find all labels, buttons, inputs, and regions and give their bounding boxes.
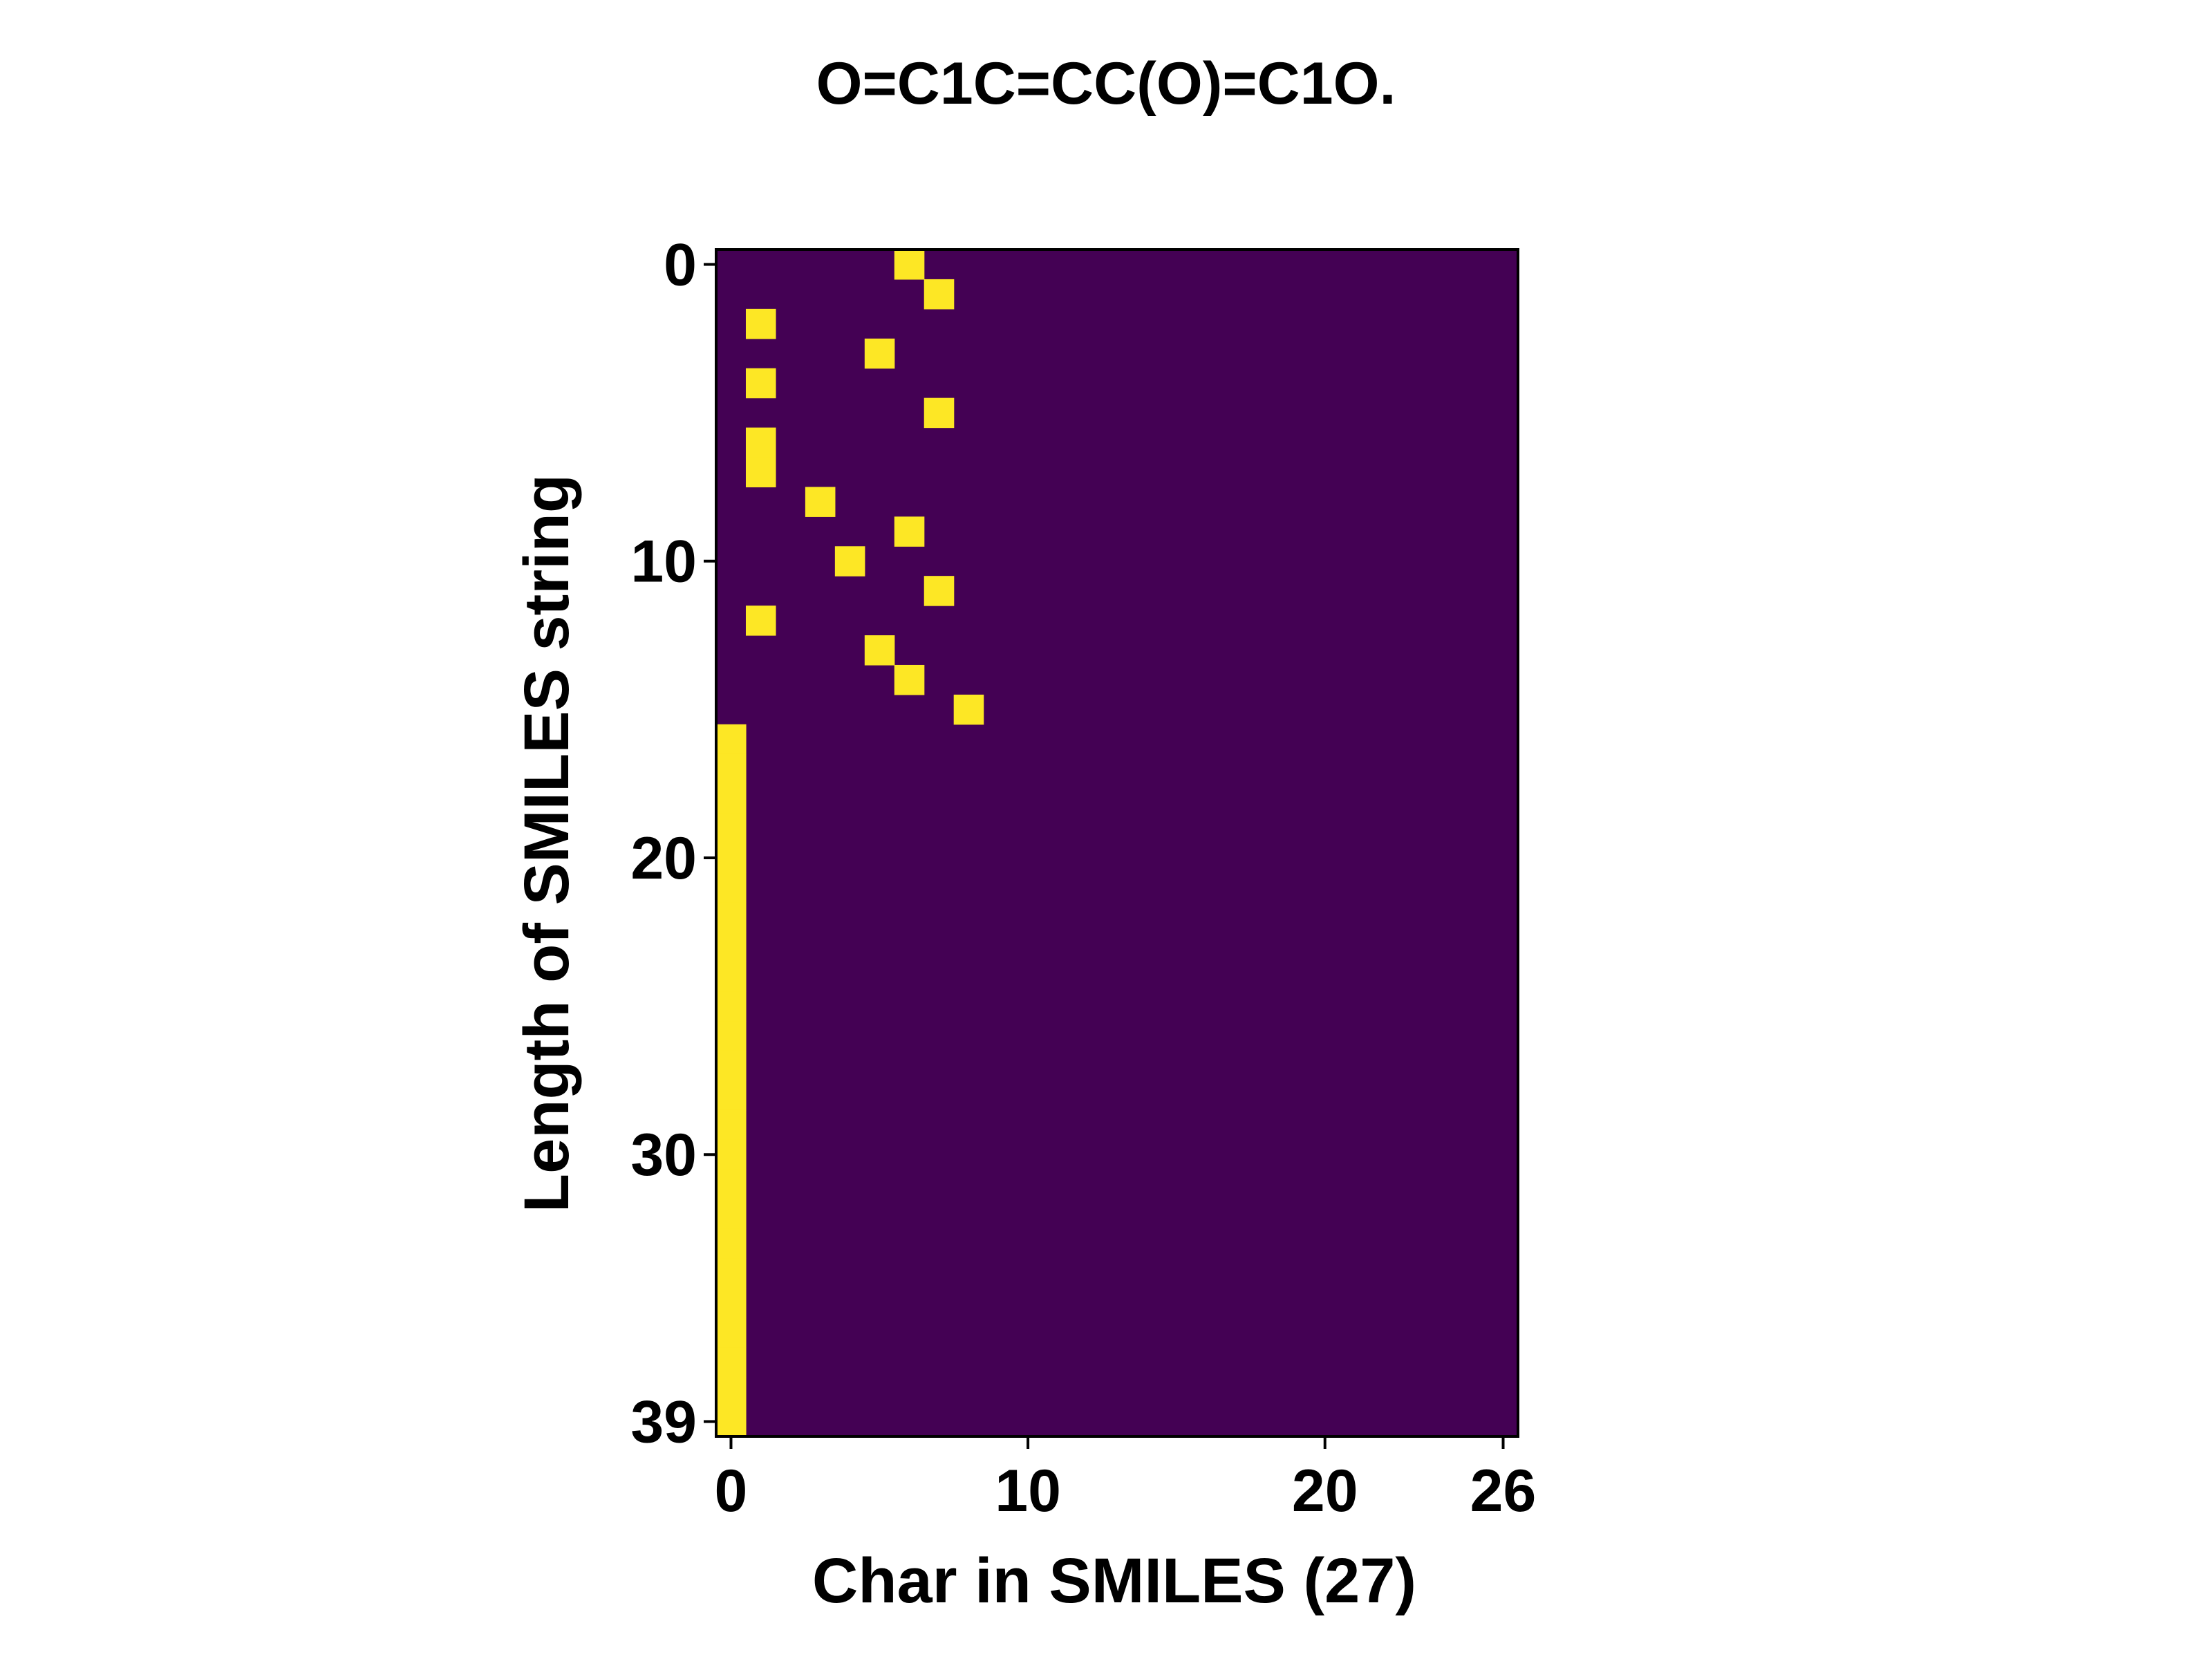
y-tick-label: 20 [630,825,697,892]
heatmap-cell [716,1288,747,1318]
heatmap-cell [745,606,776,636]
heatmap-cell [924,397,955,429]
heatmap-cell [894,516,925,547]
heatmap-cell [716,843,747,874]
y-tick-label: 10 [630,529,697,595]
heatmap-cell [716,1377,747,1407]
heatmap-cell [716,872,747,903]
heatmap-cell [745,308,776,339]
y-tick-label: 39 [630,1389,697,1456]
heatmap-cell [716,1407,747,1437]
heatmap-cell [894,664,925,695]
heatmap-cell [716,783,747,814]
heatmap-cell [745,457,776,487]
heatmap-cell [716,1169,747,1200]
y-axis-label: Length of SMILES string [512,474,582,1212]
x-tick-label: 0 [715,1458,748,1524]
heatmap-cell [716,1109,747,1141]
heatmap-cell [864,338,895,369]
heatmap-cell [745,368,776,399]
heatmap-cell [716,932,747,962]
plot-frame [715,248,1519,1438]
heatmap-cell [716,1228,747,1259]
x-tick-label: 20 [1292,1458,1358,1524]
heatmap-cell [716,991,747,1022]
heatmap-cell [745,427,776,458]
x-axis-label: Char in SMILES (27) [812,1546,1416,1616]
chart-title: O=C1C=CC(O)=C1O. [816,50,1396,117]
y-tick-label: 30 [630,1122,697,1188]
heatmap-cell [716,1347,747,1378]
heatmap-cell [805,487,836,517]
x-tick-label: 10 [995,1458,1061,1524]
heatmap-cell [716,724,747,755]
heatmap-cell [716,902,747,932]
heatmap-cell [716,1199,747,1230]
heatmap-cell [716,813,747,844]
heatmap-cell [716,753,747,785]
heatmap-cell [716,1318,747,1348]
x-tick-label: 26 [1470,1458,1537,1524]
plot-background [716,250,1518,1436]
y-tick-label: 0 [664,232,697,298]
heatmap-cell [894,250,925,280]
heatmap-cell [834,546,865,577]
heatmap-cells [716,250,984,1437]
heatmap-cell [864,635,895,666]
heatmap-cell [716,1080,747,1111]
heatmap-cell [924,279,955,310]
heatmap-cell [716,1258,747,1288]
heatmap-cell [716,1021,747,1051]
y-axis-ticks: 0 10 20 30 39 [630,232,716,1456]
heatmap-cell [924,576,955,606]
heatmap-cell [716,1050,747,1081]
heatmap-cell [953,694,984,725]
x-axis-ticks: 0 10 20 26 [715,1436,1537,1524]
heatmap-cell [716,962,747,992]
plot-area [715,248,1519,1438]
heatmap-cell [716,1139,747,1170]
